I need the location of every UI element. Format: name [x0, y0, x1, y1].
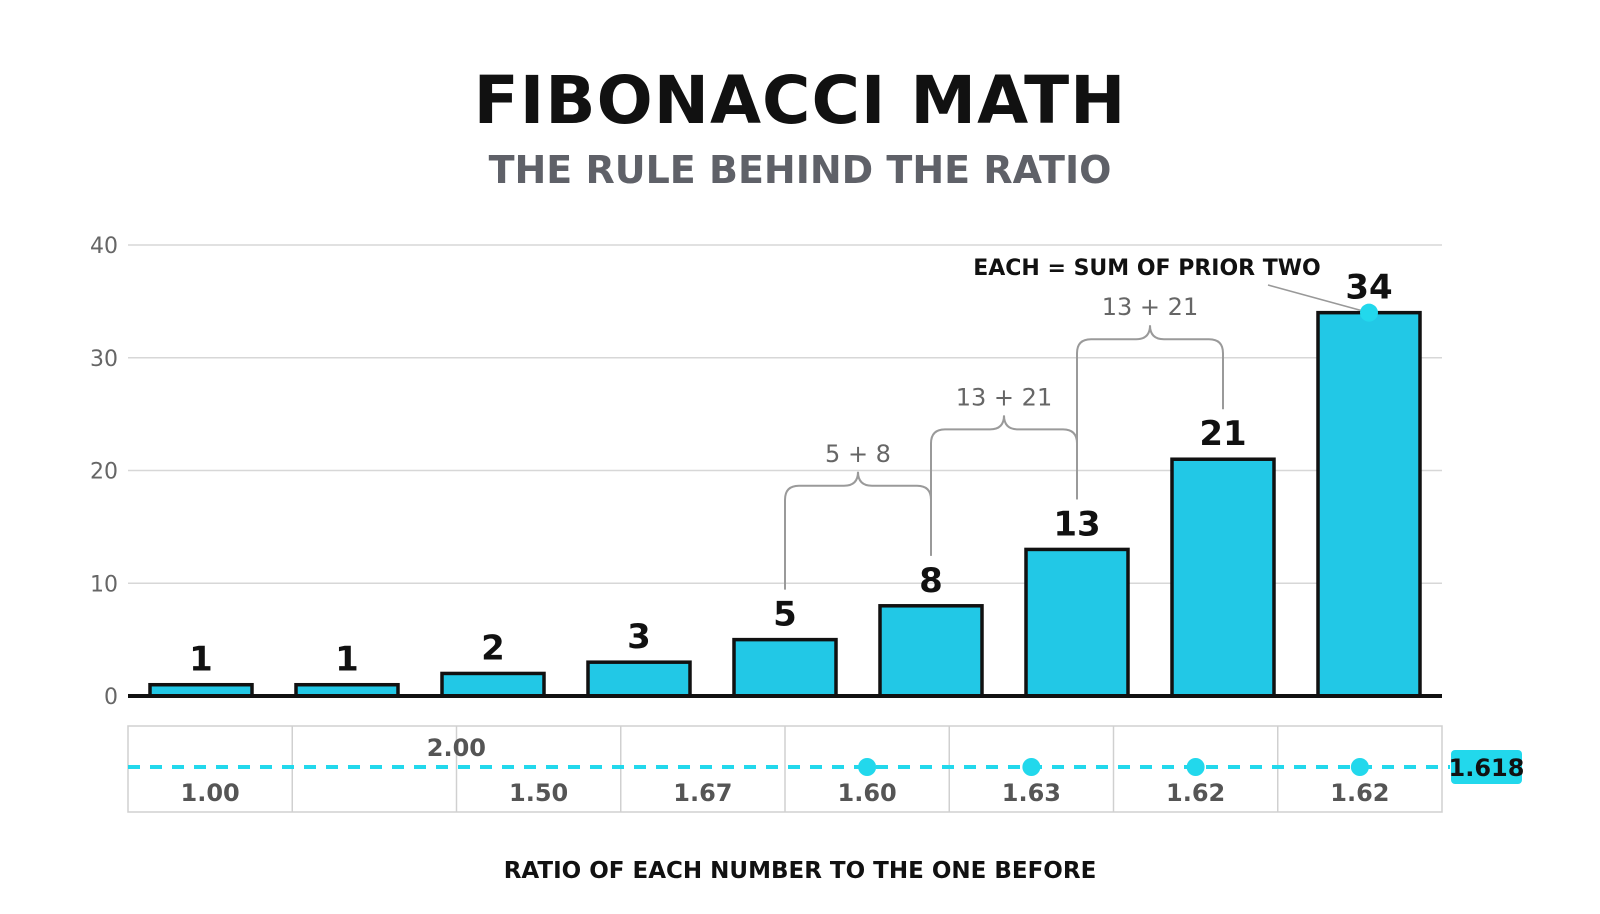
sum-bracket: [930, 415, 1078, 556]
annotation-text: EACH = SUM OF PRIOR TWO: [973, 256, 1321, 281]
bar: [878, 604, 984, 698]
ratio-value: 1.00: [181, 779, 240, 807]
ratio-caption: RATIO OF EACH NUMBER TO THE ONE BEFORE: [503, 858, 1097, 884]
ratio-value: 2.00: [427, 734, 486, 762]
y-tick-label: 40: [90, 234, 118, 259]
ratio-value: 1.60: [838, 779, 897, 807]
bar: [1316, 310, 1422, 698]
ratio-value: 1.50: [509, 779, 568, 807]
y-tick-label: 10: [90, 572, 118, 597]
chart-subtitle: THE RULE BEHIND THE RATIO: [488, 148, 1112, 192]
y-axis-ticks: 0 10 20 30 40: [90, 234, 118, 710]
bar: [440, 671, 546, 698]
bar-value-label: 13: [1053, 504, 1100, 544]
ratio-highlight-dot: [1350, 758, 1369, 776]
sum-bracket-label: 13 + 21: [956, 383, 1052, 411]
bar-value-label: 3: [627, 617, 651, 657]
bar-value-label: 1: [189, 640, 213, 680]
bar-value-label: 8: [919, 561, 943, 601]
bar-value-label: 21: [1199, 414, 1246, 454]
golden-ratio-badge: [1451, 750, 1522, 784]
ratio-row: 1.00 2.00 1.50 1.67 1.60 1.63 1.62 1.62 1.618: [127, 725, 1525, 813]
y-tick-label: 0: [104, 685, 118, 710]
annotation-dot: [1360, 303, 1378, 322]
bar-value-label: 34: [1345, 268, 1392, 308]
bar: [1024, 547, 1130, 698]
golden-ratio-badge-label: 1.618: [1449, 754, 1525, 782]
bar: [1170, 457, 1276, 698]
bar: [732, 637, 838, 698]
y-tick-label: 30: [90, 347, 118, 372]
bar: [586, 660, 692, 698]
sum-brackets: 5 + 8 13 + 21 13 + 21: [784, 293, 1224, 590]
ratio-value: 1.62: [1330, 779, 1389, 807]
sum-bracket: [784, 471, 932, 590]
ratio-value: 1.63: [1002, 779, 1061, 807]
sum-bracket: [1076, 325, 1224, 500]
sum-bracket-label: 13 + 21: [1102, 293, 1198, 321]
bar-value-label: 5: [773, 595, 797, 635]
value-labels: 1 1 2 3 5 8 13 21 34: [189, 268, 1393, 680]
bar-value-label: 1: [335, 640, 359, 680]
chart-title: FIBONACCI MATH: [473, 62, 1127, 139]
sum-bracket-label: 5 + 8: [825, 440, 891, 468]
y-tick-label: 20: [90, 460, 118, 485]
ratio-value: 1.62: [1166, 779, 1225, 807]
annotation-leader: [1267, 284, 1370, 314]
sum-annotation: EACH = SUM OF PRIOR TWO: [973, 256, 1378, 322]
bar-value-label: 2: [481, 628, 505, 668]
ratio-highlight-dot: [1186, 758, 1205, 776]
ratio-value: 1.67: [673, 779, 732, 807]
ratio-highlight-dot: [1022, 758, 1041, 776]
ratio-highlight-dot: [858, 758, 877, 776]
